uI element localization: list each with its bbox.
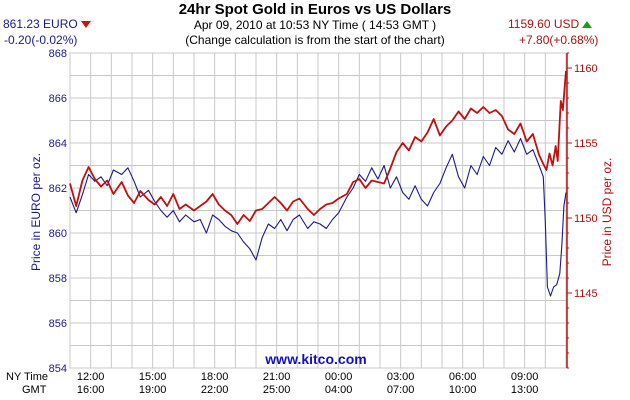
y-axis-label-right: Price in USD per oz. [600, 158, 614, 267]
axis-layer: 854 856 858 860 862 864 866 868 1145 1150 1155 1160… [49, 48, 598, 396]
series-layer [69, 70, 567, 297]
y-axis-label-left: Price in EURO per oz. [29, 153, 43, 271]
x-tick-label-ny: 03:00 [387, 371, 415, 383]
y-tick-label-right: 1150 [574, 213, 598, 225]
x-tick-label-ny: 15:00 [139, 371, 167, 383]
chart-timestamp: Apr 09, 2010 at 10:53 NY Time ( 14:53 GM… [193, 18, 437, 32]
x-tick-label-ny: 00:00 [325, 371, 353, 383]
x-tick-label-ny: 09:00 [511, 371, 539, 383]
y-tick-label-left: 860 [49, 228, 67, 240]
x-tick-label-ny: 06:00 [449, 371, 477, 383]
usd-price-readout: 1159.60 USD [508, 17, 593, 31]
x-tick-label-gmt: 04:00 [325, 384, 353, 396]
ny-time-label: NY Time [6, 371, 48, 383]
y-tick-label-right: 1160 [574, 63, 598, 75]
usd-change-value: +7.80(+0.68%) [519, 33, 599, 47]
x-tick-label-gmt: 13:00 [511, 384, 539, 396]
eur-price-readout: 861.23 EURO [3, 17, 91, 31]
x-tick-label-ny: 18:00 [201, 371, 229, 383]
usd-price-value: 1159.60 USD [508, 17, 580, 31]
triangle-up-icon [582, 21, 593, 29]
y-tick-label-left: 864 [49, 138, 67, 150]
y-tick-label-right: 1145 [574, 288, 598, 300]
triangle-down-icon [80, 21, 91, 29]
x-tick-label-ny: 12:00 [77, 371, 105, 383]
x-tick-label-ny: 21:00 [263, 371, 291, 383]
y-tick-label-left: 856 [49, 318, 67, 330]
y-tick-label-right: 1155 [574, 138, 598, 150]
x-tick-label-gmt: 19:00 [139, 384, 167, 396]
chart-title: 24hr Spot Gold in Euros vs US Dollars [178, 1, 452, 18]
y-tick-label-left: 858 [49, 273, 67, 285]
x-tick-label-gmt: 07:00 [387, 384, 415, 396]
y-tick-label-left: 868 [49, 48, 67, 60]
gmt-label: GMT [22, 384, 47, 396]
x-tick-label-gmt: 25:00 [263, 384, 291, 396]
eur-price-value: 861.23 EURO [3, 17, 78, 31]
x-tick-label-gmt: 16:00 [77, 384, 105, 396]
y-tick-label-left: 866 [49, 93, 67, 105]
y-tick-label-left: 862 [49, 183, 67, 195]
series-line-usd [69, 70, 567, 225]
x-tick-label-gmt: 22:00 [201, 384, 229, 396]
kitco-link[interactable]: www.kitco.com [264, 351, 366, 367]
eur-change-value: -0.20(-0.02%) [4, 33, 78, 47]
series-line-euro [69, 137, 567, 297]
chart-note: (Change calculation is from the start of… [185, 33, 445, 47]
y-tick-label-left: 854 [49, 363, 67, 375]
x-tick-label-gmt: 10:00 [449, 384, 477, 396]
